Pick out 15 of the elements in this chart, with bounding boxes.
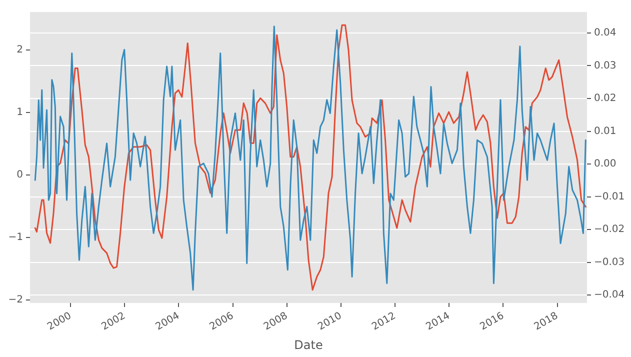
y-tick-label: 0 — [16, 170, 23, 181]
y2-tick-label: 0.04 — [594, 28, 616, 39]
x-axis-title: Date — [294, 338, 323, 352]
y-tick-label: −1 — [8, 232, 23, 244]
y-tick-label: 2 — [16, 44, 23, 56]
y2-tick-label: 0.02 — [594, 93, 616, 104]
y2-tick-label: −0.02 — [594, 224, 625, 236]
y2-tick-label: −0.03 — [594, 256, 625, 268]
y2-tick-label: 0.01 — [594, 126, 616, 137]
y-tick-label: −2 — [8, 294, 23, 306]
y2-tick-label: −0.04 — [594, 290, 625, 301]
y2-tick-label: 0.03 — [594, 60, 616, 72]
y2-tick-label: 0.00 — [594, 158, 616, 170]
y-tick-label: 1 — [16, 107, 23, 118]
y2-tick-label: −0.01 — [594, 191, 625, 202]
